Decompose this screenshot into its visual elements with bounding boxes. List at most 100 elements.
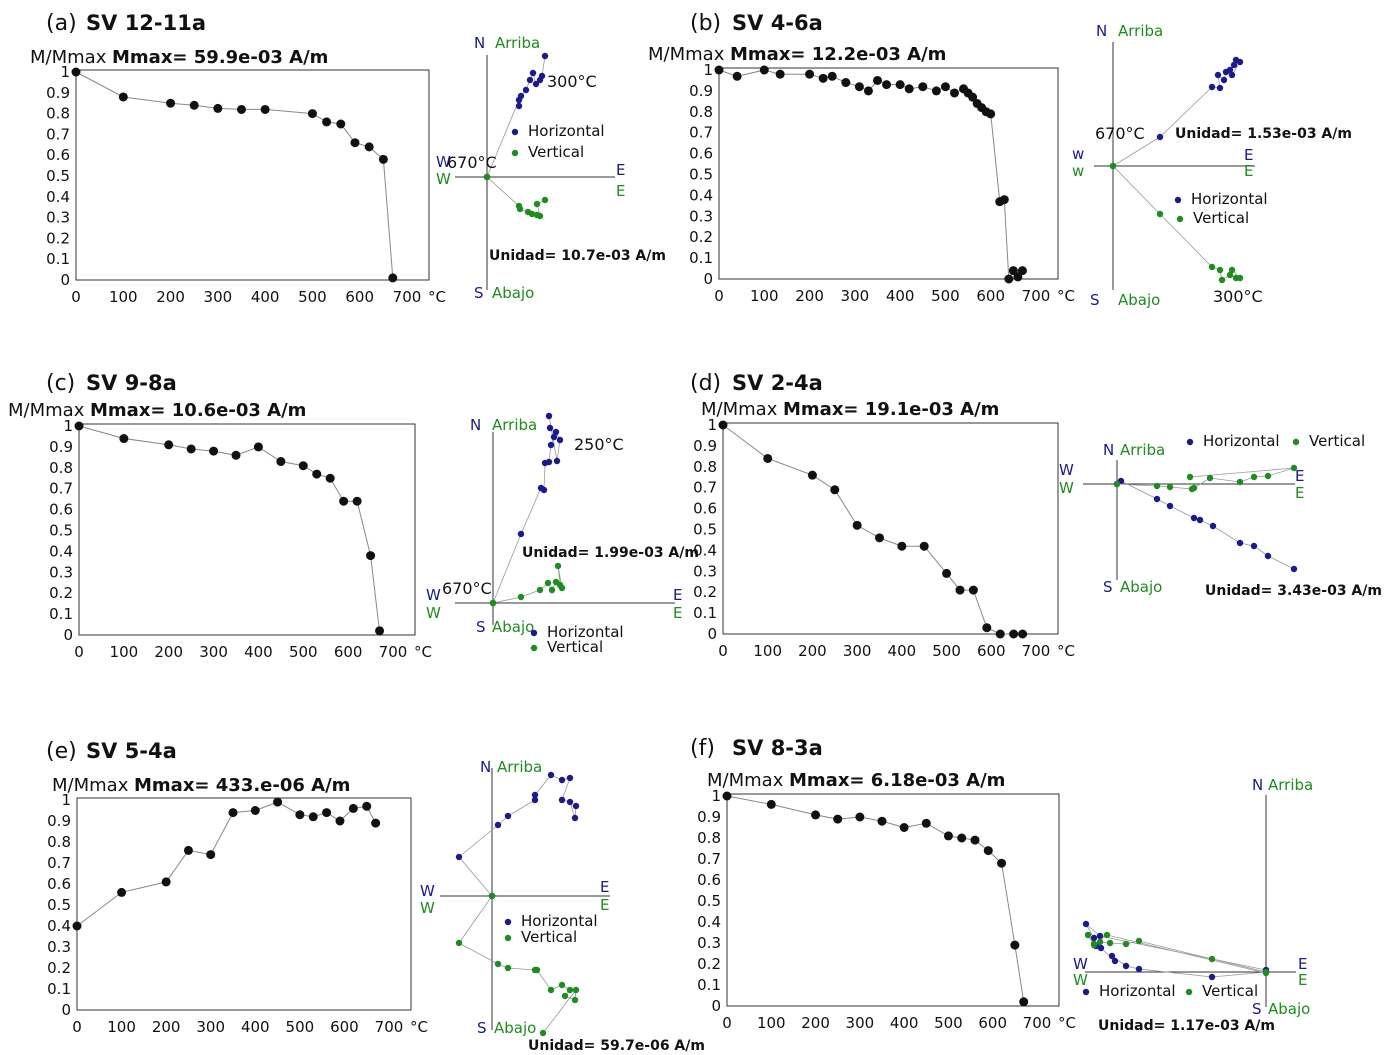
horizontal-projection-point [522, 86, 530, 94]
legend-vertical-marker [1176, 215, 1184, 223]
data-point [968, 585, 978, 595]
data-point [827, 71, 837, 81]
y-tick-label: 0.2 [47, 959, 71, 977]
x-tick-label: 600 [976, 287, 1005, 305]
vertical-projection-point [1218, 276, 1226, 284]
vertical-projection-point [547, 986, 555, 994]
series-line [78, 425, 380, 631]
vertical-projection-point [1103, 931, 1111, 939]
x-tick-label: 0 [74, 643, 84, 661]
up-label: Arriba [1268, 776, 1313, 794]
y-axis-label: M/Mmax [707, 770, 784, 791]
x-tick-label: 0 [72, 1018, 82, 1036]
data-point [378, 154, 388, 164]
vertical-projection-point [1153, 482, 1161, 490]
data-point [873, 75, 882, 85]
y-tick-label: 0.3 [49, 563, 73, 581]
y-tick-label: 1 [711, 787, 721, 805]
y-tick-label: 0.8 [47, 833, 71, 851]
y-tick-label: 0.6 [47, 875, 71, 893]
data-point [237, 104, 246, 114]
x-tick-label: 500 [931, 287, 960, 305]
x-unit-label: °C [428, 288, 446, 306]
panel-label: (e) [46, 739, 77, 764]
x-tick-label: 100 [753, 642, 782, 660]
y-tick-label: 0.6 [693, 500, 717, 518]
north-label: N [1103, 441, 1114, 459]
legend-vertical-marker [1185, 988, 1193, 996]
vertical-projection-point [488, 892, 496, 900]
north-label: N [1252, 776, 1263, 794]
legend-vertical-label: Vertical [528, 143, 584, 161]
x-tick-label: 700 [375, 1018, 404, 1036]
y-tick-label: 0.2 [693, 583, 717, 601]
series-line [726, 795, 1025, 1002]
vertical-projection-point [1156, 210, 1164, 218]
data-point [183, 845, 193, 855]
horizontal-projection-point [531, 796, 539, 804]
x-tick-label: 200 [154, 643, 183, 661]
vertical-projection-point [533, 966, 541, 974]
plot-frame [75, 69, 430, 281]
data-point [763, 453, 773, 463]
data-point [325, 473, 335, 483]
vertical-projection-point [536, 586, 544, 594]
x-tick-label: 100 [107, 1018, 136, 1036]
x-tick-label: 700 [1023, 1014, 1052, 1032]
data-point [298, 461, 308, 471]
mmax-label: Mmax= 59.9e-03 A/m [112, 47, 328, 68]
down-label: Abajo [1120, 578, 1162, 596]
temperature-annotation: 670°C [442, 579, 492, 598]
y-tick-label: 0 [703, 270, 713, 288]
x-tick-label: 500 [932, 642, 961, 660]
temperature-annotation: 250°C [574, 435, 624, 454]
y-tick-label: 0.9 [46, 84, 70, 102]
x-tick-label: 300 [196, 1018, 225, 1036]
data-point [995, 629, 1005, 639]
horizontal-projection-point [553, 457, 561, 465]
sample-name: SV 5-4a [86, 739, 177, 763]
horizontal-projection-point [546, 424, 554, 432]
y-tick-label: 0.9 [689, 82, 713, 100]
sample-name: SV 9-8a [86, 371, 177, 395]
data-point [1017, 266, 1027, 276]
y-tick-label: 1 [61, 791, 71, 809]
horizontal-projection-point [526, 76, 534, 84]
legend-vertical-label: Vertical [1193, 209, 1249, 227]
vertical-projection-point [1290, 464, 1298, 472]
vertical-projection-point [1122, 940, 1130, 948]
panel-label: (c) [46, 371, 75, 396]
data-point [71, 67, 81, 77]
series-line [75, 71, 394, 278]
horizontal-projection-point [1082, 920, 1090, 928]
data-point [811, 810, 821, 820]
vertical-projection-point [516, 205, 524, 213]
panel-label: (b) [690, 11, 721, 36]
horizontal-projection-point [1220, 76, 1228, 84]
vertical-projection-point [554, 562, 562, 570]
north-label: N [1096, 22, 1107, 40]
x-tick-label: 200 [795, 287, 824, 305]
mmax-label: Mmax= 12.2e-03 A/m [730, 44, 946, 65]
panel-label: (f) [690, 736, 715, 761]
data-point [117, 887, 127, 897]
horizontal-projection-point [1216, 84, 1224, 92]
plot-frame [718, 67, 1059, 280]
data-point [921, 818, 931, 828]
horizontal-projection-point [1156, 133, 1164, 141]
sample-name: SV 4-6a [732, 11, 823, 35]
horizontal-projection-point [572, 802, 580, 810]
horizontal-projection-point [1209, 522, 1217, 530]
legend-vertical-label: Vertical [547, 638, 603, 656]
vertical-projection-point [1226, 271, 1234, 279]
sample-name: SV 12-11a [86, 11, 206, 35]
west-label: w [1072, 145, 1084, 163]
vertical-projection-point [1208, 263, 1216, 271]
west-vertical-label: w [1072, 162, 1084, 180]
y-tick-label: 0.1 [46, 250, 70, 268]
horizontal-projection-point [1111, 957, 1119, 965]
legend-vertical-marker [511, 149, 519, 157]
data-point [189, 100, 199, 110]
y-tick-label: 1 [703, 61, 713, 79]
mmax-label: Mmax= 10.6e-03 A/m [90, 400, 306, 421]
